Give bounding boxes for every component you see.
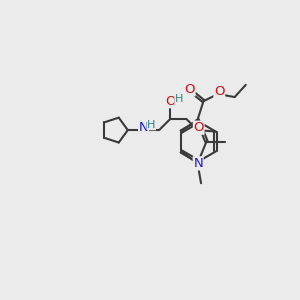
Text: O: O (166, 95, 176, 108)
Text: O: O (184, 83, 195, 96)
Text: O: O (194, 121, 204, 134)
Text: N: N (139, 121, 148, 134)
Text: O: O (214, 85, 224, 98)
Text: H: H (175, 94, 183, 104)
Text: N: N (193, 157, 203, 170)
Text: H: H (147, 120, 155, 130)
